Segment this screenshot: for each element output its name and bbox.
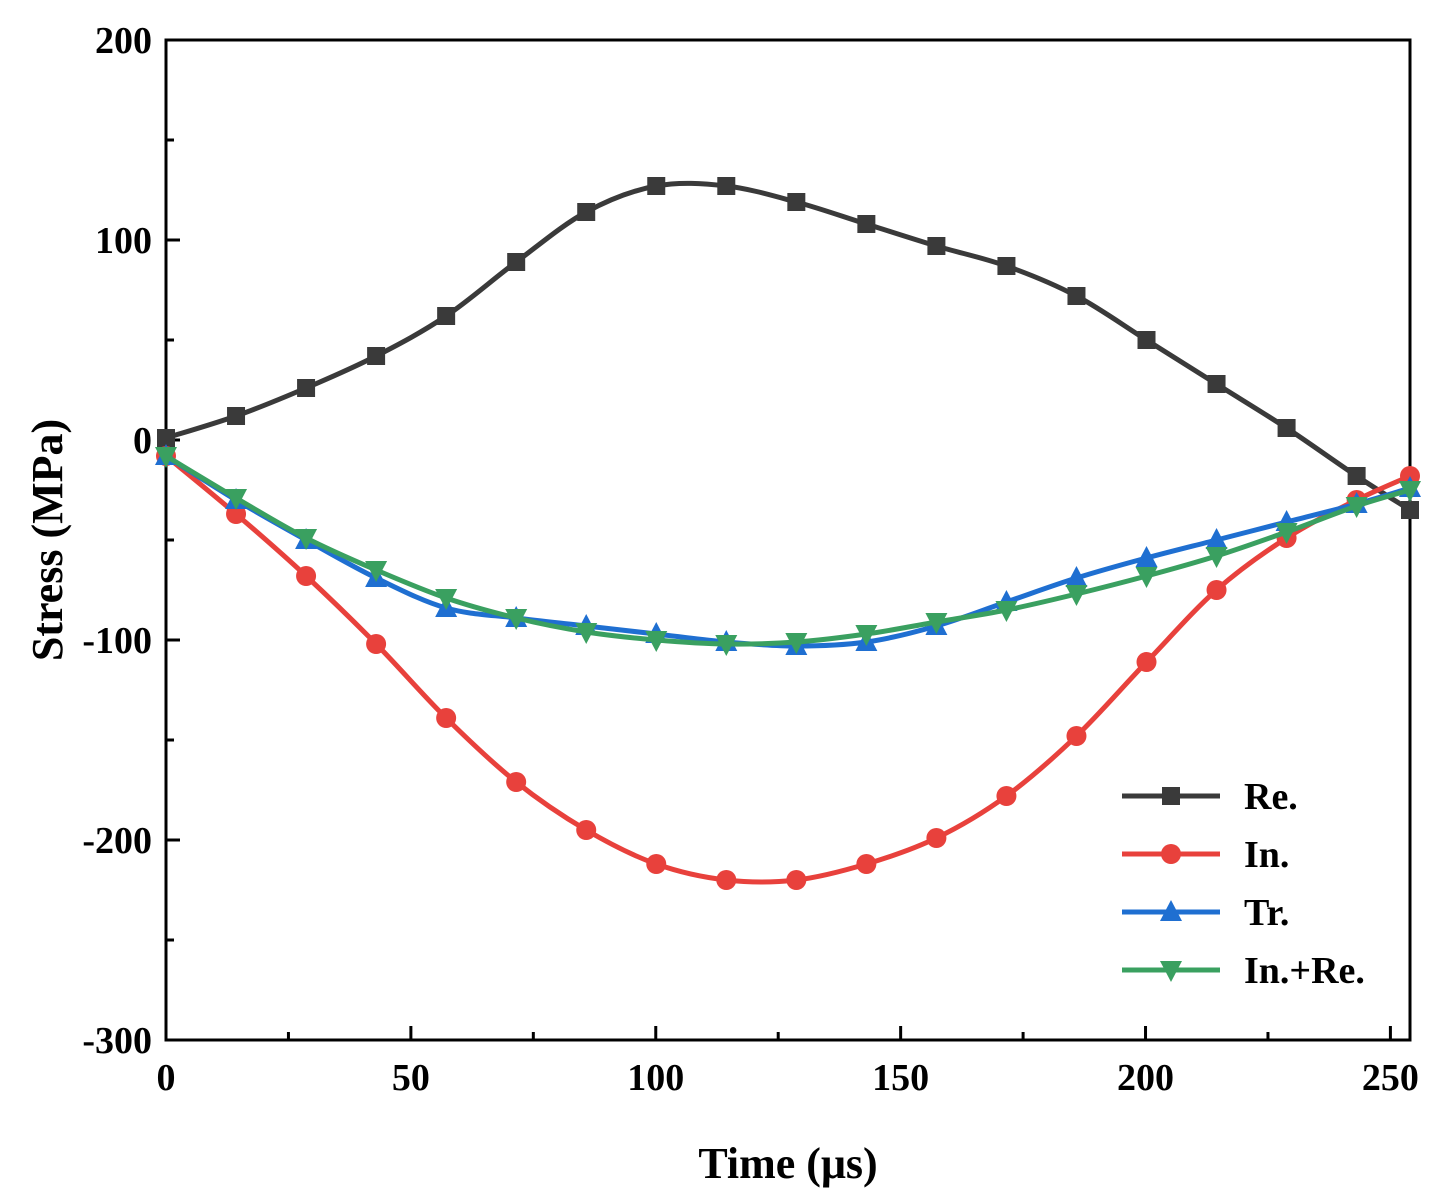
triangle-up-marker <box>1205 528 1228 549</box>
y-tick-label: -200 <box>82 820 152 862</box>
series-line <box>165 180 1412 513</box>
square-marker <box>367 347 386 365</box>
triangle-down-marker <box>365 561 388 582</box>
triangle-down-marker <box>855 625 878 646</box>
x-tick-label: 100 <box>627 1057 684 1099</box>
square-marker <box>1277 419 1296 437</box>
x-tick-label: 0 <box>157 1057 176 1099</box>
square-marker <box>157 429 175 447</box>
legend-item: In.+Re. <box>1122 950 1365 992</box>
triangle-down-marker <box>645 631 668 652</box>
circle-marker <box>996 786 1017 806</box>
square-marker <box>297 379 316 397</box>
square-marker <box>227 407 246 425</box>
circle-marker <box>786 870 807 890</box>
y-tick-label: -100 <box>82 620 152 662</box>
triangle-down-marker <box>715 635 738 656</box>
series-re <box>157 177 1419 519</box>
triangle-up-marker <box>1135 546 1158 567</box>
circle-marker <box>296 566 317 586</box>
x-tick-label: 50 <box>392 1057 430 1099</box>
circle-marker <box>926 828 947 848</box>
circle-marker <box>1066 726 1087 746</box>
y-tick-label: 200 <box>95 20 152 62</box>
circle-marker <box>366 634 387 654</box>
series-layer <box>155 177 1421 890</box>
triangle-down-marker <box>295 529 318 550</box>
series-in <box>156 446 1420 890</box>
legend-label: Tr. <box>1244 892 1289 934</box>
circle-marker <box>1136 652 1157 672</box>
square-marker <box>787 193 806 211</box>
series-in-re <box>155 447 1421 656</box>
legend: Re. In. Tr. In.+Re. <box>1122 776 1365 992</box>
y-axis-title: Stress (MPa) <box>23 419 72 661</box>
x-axis-title: Time (μs) <box>698 1139 877 1188</box>
triangle-down-marker <box>575 623 598 644</box>
circle-marker <box>506 772 527 792</box>
square-marker <box>1207 375 1226 393</box>
triangle-down-marker <box>505 609 528 630</box>
square-marker <box>927 237 946 255</box>
circle-marker <box>576 820 597 840</box>
circle-marker <box>716 870 737 890</box>
triangle-down-marker <box>1275 523 1298 544</box>
square-marker <box>717 177 736 195</box>
triangle-down-marker <box>1135 567 1158 588</box>
x-tick-label: 250 <box>1362 1057 1419 1099</box>
series-line <box>164 454 1412 885</box>
legend-label: In. <box>1244 834 1289 876</box>
square-marker <box>647 177 666 195</box>
triangle-down-marker <box>785 633 808 654</box>
x-tick-label: 200 <box>1117 1057 1174 1099</box>
triangle-down-marker <box>1205 547 1228 568</box>
y-tick-label: 100 <box>95 220 152 262</box>
square-marker <box>1401 501 1419 519</box>
square-marker <box>577 203 596 221</box>
square-marker <box>507 253 526 271</box>
circle-marker <box>1161 844 1181 864</box>
square-marker <box>437 307 456 325</box>
triangle-down-marker <box>1065 585 1088 606</box>
square-marker <box>1347 467 1366 485</box>
triangle-down-marker <box>1345 497 1368 518</box>
circle-marker <box>646 854 667 874</box>
triangle-down-marker <box>225 489 248 510</box>
triangle-down-marker <box>435 589 458 610</box>
legend-item: Tr. <box>1122 892 1289 934</box>
x-axis-ticks: 0 50 100 150 200 250 <box>157 1026 1419 1099</box>
circle-marker <box>1206 580 1227 600</box>
circle-marker <box>856 854 877 874</box>
square-marker <box>857 215 876 233</box>
y-tick-label: 0 <box>133 420 152 462</box>
circle-marker <box>436 708 457 728</box>
triangle-down-marker <box>995 601 1018 622</box>
square-marker <box>1162 787 1180 805</box>
legend-item: Re. <box>1122 776 1298 818</box>
triangle-down-marker <box>1160 961 1182 982</box>
triangle-up-marker <box>1160 900 1182 921</box>
legend-label: Re. <box>1244 776 1298 818</box>
square-marker <box>997 257 1016 275</box>
y-tick-label: -300 <box>82 1020 152 1062</box>
legend-item: In. <box>1122 834 1289 876</box>
triangle-down-marker <box>1399 481 1421 502</box>
square-marker <box>1067 287 1086 305</box>
triangle-up-marker <box>1065 566 1088 587</box>
square-marker <box>1137 331 1156 349</box>
x-tick-label: 150 <box>872 1057 929 1099</box>
triangle-down-marker <box>155 447 177 468</box>
triangle-down-marker <box>925 613 948 634</box>
legend-label: In.+Re. <box>1244 950 1365 992</box>
